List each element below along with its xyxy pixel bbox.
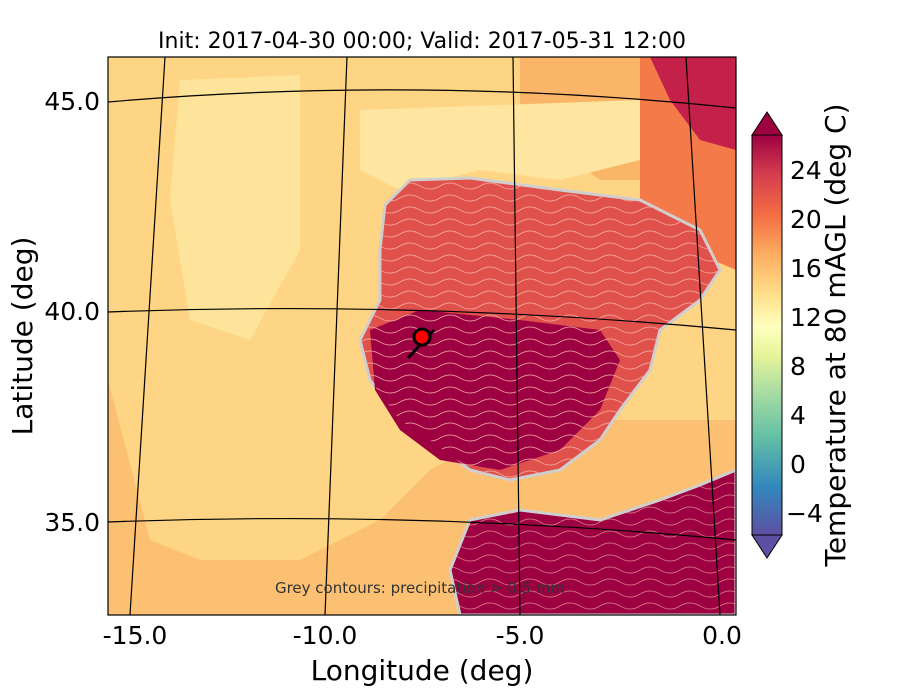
colorbar-extend-bottom xyxy=(751,534,783,559)
graticule xyxy=(108,57,736,615)
figure-title: Init: 2017-04-30 00:00; Valid: 2017-05-3… xyxy=(158,29,686,54)
y-tick-labels: 45.0 40.0 35.0 xyxy=(44,87,100,537)
cb-tick-12: 12 xyxy=(790,303,822,332)
cb-tick-24: 24 xyxy=(790,156,822,185)
cb-tick-minus4: −4 xyxy=(786,499,823,528)
parallel-45 xyxy=(108,89,736,109)
x-tick-minus5: -5.0 xyxy=(496,621,545,650)
meridian-10 xyxy=(324,57,348,615)
colorbar-body xyxy=(751,134,783,536)
location-marker xyxy=(412,327,432,347)
africa-pattern xyxy=(450,470,736,615)
y-tick-35: 35.0 xyxy=(44,508,100,537)
x-tick-minus10: -10.0 xyxy=(293,621,358,650)
cb-tick-20: 20 xyxy=(790,205,822,234)
y-axis-label: Latitude (deg) xyxy=(6,237,39,436)
meridian-5 xyxy=(512,57,521,615)
colorbar-extend-top xyxy=(751,111,783,136)
x-tick-labels: -15.0 -10.0 -5.0 0.0 xyxy=(103,621,742,650)
x-tick-minus15: -15.0 xyxy=(103,621,168,650)
cb-tick-16: 16 xyxy=(790,254,822,283)
x-axis-label: Longitude (deg) xyxy=(311,654,534,687)
ocean-cool-band xyxy=(360,100,640,190)
cb-tick-0: 0 xyxy=(790,450,806,479)
y-tick-40: 40.0 xyxy=(44,297,100,326)
colorbar: 24 20 16 12 8 4 0 −4 Temperature at 80 m… xyxy=(751,103,852,568)
cb-tick-8: 8 xyxy=(790,352,806,381)
y-tick-45: 45.0 xyxy=(44,87,100,116)
parallel-35 xyxy=(108,517,736,541)
x-tick-0: 0.0 xyxy=(702,621,742,650)
parallel-40 xyxy=(108,307,736,331)
colorbar-label: Temperature at 80 mAGL (deg C) xyxy=(819,103,852,567)
cb-tick-4: 4 xyxy=(790,401,806,430)
colorbar-ticks: 24 20 16 12 8 4 0 −4 xyxy=(786,156,823,528)
map-frame xyxy=(107,56,737,616)
map-annotation: Grey contours: precipitation > 0.5 mm xyxy=(275,579,565,597)
iberia-central-pattern xyxy=(360,178,720,480)
ocean-cool-west xyxy=(170,75,300,340)
meridian-0 xyxy=(685,57,721,615)
map-area: Grey contours: precipitation > 0.5 mm xyxy=(108,57,736,615)
meridian-15 xyxy=(129,57,166,615)
